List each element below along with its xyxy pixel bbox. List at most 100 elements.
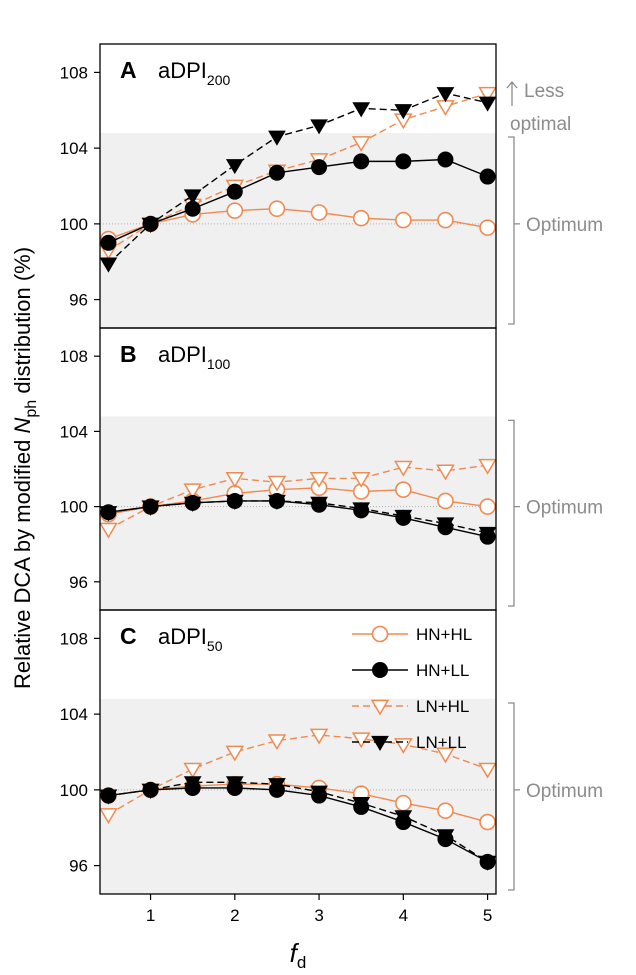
panel-letter: C	[120, 623, 137, 649]
y-tick-label: 104	[60, 139, 88, 158]
legend: HN+HL HN+LL LN+HL LN+LL	[352, 625, 472, 752]
series-line	[108, 158, 488, 244]
panel-title: aDPI200	[158, 58, 230, 88]
data-point	[436, 87, 455, 103]
panel-title-main: aDPI	[158, 58, 207, 83]
panel-letter: A	[120, 57, 137, 83]
data-point	[225, 776, 244, 792]
series-line	[108, 787, 488, 863]
y-tick-label: 100	[60, 215, 88, 234]
data-point	[183, 762, 202, 779]
panel-title-main: aDPI	[158, 342, 207, 367]
data-point	[141, 783, 160, 799]
series-line	[108, 92, 488, 251]
data-point	[309, 472, 329, 488]
legend-label: LN+HL	[416, 697, 469, 716]
data-point	[395, 153, 412, 170]
data-point	[436, 464, 455, 481]
data-point	[351, 472, 371, 488]
panel-title: aDPI50	[158, 624, 223, 654]
data-point	[309, 728, 329, 745]
series-line	[108, 500, 488, 534]
data-point	[268, 494, 286, 510]
series-line	[108, 464, 488, 530]
series-line	[107, 92, 488, 265]
data-point	[141, 500, 160, 516]
legend-label: HN+LL	[416, 661, 469, 680]
data-point	[99, 257, 118, 273]
data-point	[394, 104, 413, 120]
y-tick-label: 108	[60, 629, 88, 648]
data-point	[268, 130, 286, 146]
optimum-label: Optimum	[526, 781, 603, 802]
axis-labels-layer: 1 2 3 4 5 fd Relative DCA by modified Nph dist…	[10, 247, 492, 972]
panel-title-sub: 200	[207, 72, 231, 88]
data-point	[437, 802, 454, 819]
less-optimal-label: Less	[524, 81, 564, 102]
y-tick-label: 100	[60, 781, 88, 800]
data-point	[394, 460, 413, 477]
data-point	[351, 136, 371, 152]
optimum-bracket	[508, 702, 520, 891]
x-tick-label: 1	[146, 906, 155, 925]
series-line	[108, 500, 488, 538]
data-point	[99, 506, 118, 522]
optimum-band	[100, 132, 496, 328]
data-point	[225, 472, 245, 488]
data-point	[352, 797, 371, 813]
data-point	[225, 159, 244, 175]
series-line	[108, 208, 488, 240]
x-tick-label: 5	[483, 906, 492, 925]
data-point	[352, 209, 370, 227]
series-hn-ll	[100, 151, 496, 251]
data-point	[225, 745, 245, 762]
data-point	[226, 202, 244, 219]
data-point	[99, 522, 118, 539]
series-line	[108, 783, 488, 823]
data-point	[478, 458, 497, 475]
data-point	[395, 211, 412, 229]
series-line	[108, 781, 488, 863]
data-point	[226, 183, 243, 200]
optimum-label: Optimum	[526, 498, 603, 519]
data-point	[479, 168, 496, 185]
data-point	[268, 164, 285, 181]
data-point	[183, 496, 202, 512]
series-ln-hl	[99, 458, 497, 539]
data-point	[351, 732, 371, 749]
panel-frame	[99, 609, 497, 895]
data-point	[310, 785, 328, 801]
data-point	[353, 153, 370, 170]
data-point	[395, 794, 412, 812]
data-point	[352, 102, 371, 118]
y-tick-label: 96	[69, 573, 88, 592]
data-point	[267, 475, 287, 492]
panel-title: aDPI100	[158, 342, 230, 372]
data-point	[183, 189, 202, 205]
data-point	[479, 813, 496, 831]
optimum-band	[100, 416, 496, 610]
data-point	[436, 517, 455, 533]
data-point	[99, 808, 118, 824]
data-point	[478, 86, 497, 103]
series-ln-ll	[99, 494, 497, 542]
data-point	[437, 492, 454, 510]
y-tick-label: 108	[60, 63, 88, 82]
panel-title-sub: 50	[207, 638, 223, 654]
data-point	[352, 502, 371, 518]
optimum-band	[100, 698, 496, 894]
legend-marker	[371, 625, 389, 643]
legend-marker	[372, 662, 388, 678]
data-point	[479, 219, 496, 236]
data-point	[479, 498, 496, 515]
x-tick-label: 4	[399, 906, 408, 925]
legend-label: HN+HL	[416, 625, 472, 644]
series-ln-ll	[99, 776, 497, 871]
x-axis-label-main: f	[290, 938, 300, 968]
data-point	[99, 789, 118, 805]
y-axis-label-part: N	[10, 417, 35, 433]
